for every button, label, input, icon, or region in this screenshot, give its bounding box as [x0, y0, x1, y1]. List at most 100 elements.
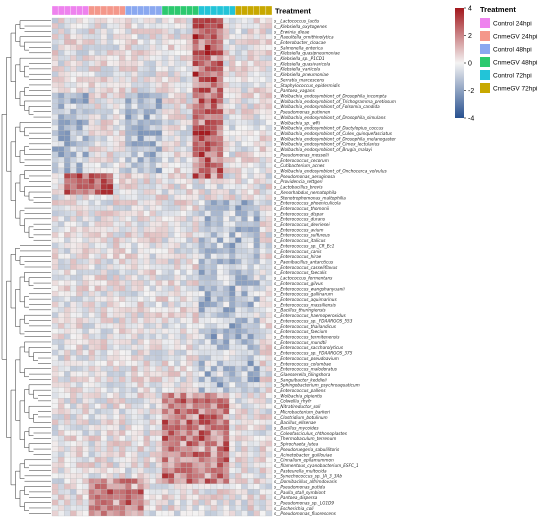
heatmap-cell [204, 17, 212, 24]
heatmap-cell [192, 178, 199, 185]
heatmap-cell [241, 467, 248, 474]
heatmap-cell [180, 237, 187, 244]
heatmap-cell [51, 237, 59, 244]
heatmap-cell [174, 269, 181, 276]
heatmap-cell [94, 371, 102, 377]
heatmap-cell [247, 408, 254, 415]
heatmap-cell [51, 242, 59, 249]
heatmap-cell [186, 108, 193, 115]
row-label: s__Enterococcus_sp._FDAARGOS_553 [274, 318, 353, 323]
heatmap-cell [253, 456, 260, 463]
heatmap-cell [70, 494, 77, 501]
heatmap-cell [265, 328, 273, 335]
heatmap-cell [222, 114, 230, 120]
heatmap-cell [174, 216, 181, 222]
row-label: s__filamentous_cyanobacterium_ESFC_1 [274, 463, 359, 468]
heatmap-cell [112, 194, 120, 201]
annotation-cell [192, 5, 199, 16]
heatmap-cell [198, 446, 205, 452]
heatmap-cell [210, 307, 218, 313]
heatmap-cell [137, 60, 144, 67]
heatmap-cell [82, 274, 89, 281]
heatmap-cell [222, 371, 230, 377]
heatmap-cell [210, 205, 218, 211]
heatmap-cell [106, 467, 114, 474]
heatmap-cell [180, 178, 187, 185]
heatmap-cell [76, 28, 83, 35]
row-label: s__Enterococcus_sp._FDAARGOS_375 [274, 351, 353, 356]
heatmap-cell [125, 92, 132, 99]
heatmap-cell [186, 76, 193, 83]
heatmap-cell [222, 355, 230, 361]
heatmap-cell [131, 71, 138, 78]
heatmap-cell [210, 151, 218, 158]
heatmap-cell [210, 87, 218, 94]
heatmap-cell [119, 467, 126, 474]
heatmap-cell [204, 382, 212, 388]
heatmap-cell [57, 253, 65, 260]
row-label: s__Enterococcus_faecium [274, 329, 327, 334]
heatmap-cell [186, 44, 193, 51]
heatmap-cell [174, 419, 181, 426]
heatmap-cell [106, 505, 114, 511]
heatmap-cell [216, 199, 224, 206]
heatmap-cell [161, 44, 169, 51]
heatmap-cell [51, 226, 59, 233]
heatmap-cell [125, 478, 132, 484]
heatmap-cell [76, 456, 83, 463]
heatmap-cell [94, 274, 102, 281]
heatmap-cell [125, 50, 132, 56]
heatmap-cell [119, 242, 126, 249]
heatmap-cell [57, 280, 65, 286]
heatmap-cell [94, 312, 102, 318]
heatmap-cell [235, 408, 242, 415]
heatmap-cell [247, 226, 254, 233]
heatmap-cell [259, 162, 267, 169]
heatmap-cell [253, 162, 260, 169]
heatmap-cell [94, 253, 102, 260]
heatmap-cell [210, 269, 218, 276]
heatmap-cell [70, 167, 77, 174]
heatmap-cell [64, 301, 71, 308]
heatmap-cell [131, 285, 138, 292]
heatmap-cell [51, 33, 59, 40]
heatmap-cell [155, 17, 163, 24]
heatmap-cell [131, 462, 138, 468]
heatmap-cell [174, 248, 181, 254]
heatmap-cell [247, 301, 254, 308]
heatmap-cell [143, 108, 150, 115]
heatmap-cell [94, 462, 102, 468]
annotation-cell [70, 5, 77, 16]
heatmap-cell [174, 44, 181, 51]
heatmap-cell [70, 510, 77, 517]
heatmap-cell [174, 317, 181, 324]
heatmap-cell [174, 264, 181, 270]
heatmap-cell [265, 376, 273, 383]
heatmap-cell [161, 167, 169, 174]
heatmap-cell [216, 124, 224, 131]
heatmap-cell [180, 146, 187, 152]
heatmap-cell [192, 483, 199, 490]
heatmap-cell [131, 355, 138, 361]
heatmap-cell [112, 398, 120, 404]
heatmap-cell [112, 146, 120, 152]
heatmap-cell [125, 328, 132, 335]
heatmap-cell [119, 264, 126, 270]
color-scale-tick-label: 2 [468, 33, 472, 40]
heatmap-cell [143, 23, 150, 29]
heatmap-cell [180, 76, 187, 83]
heatmap-cell [204, 71, 212, 78]
heatmap-cell [204, 398, 212, 404]
heatmap-cell [186, 323, 193, 329]
heatmap-cell [137, 221, 144, 227]
heatmap-cell [143, 167, 150, 174]
heatmap-cell [149, 403, 157, 410]
heatmap-cell [216, 17, 224, 24]
heatmap-cell [210, 317, 218, 324]
heatmap-cell [265, 173, 273, 179]
heatmap-cell [247, 173, 254, 179]
heatmap-cell [198, 494, 205, 501]
heatmap-cell [229, 494, 236, 501]
heatmap-cell [174, 365, 181, 372]
heatmap-cell [216, 162, 224, 169]
